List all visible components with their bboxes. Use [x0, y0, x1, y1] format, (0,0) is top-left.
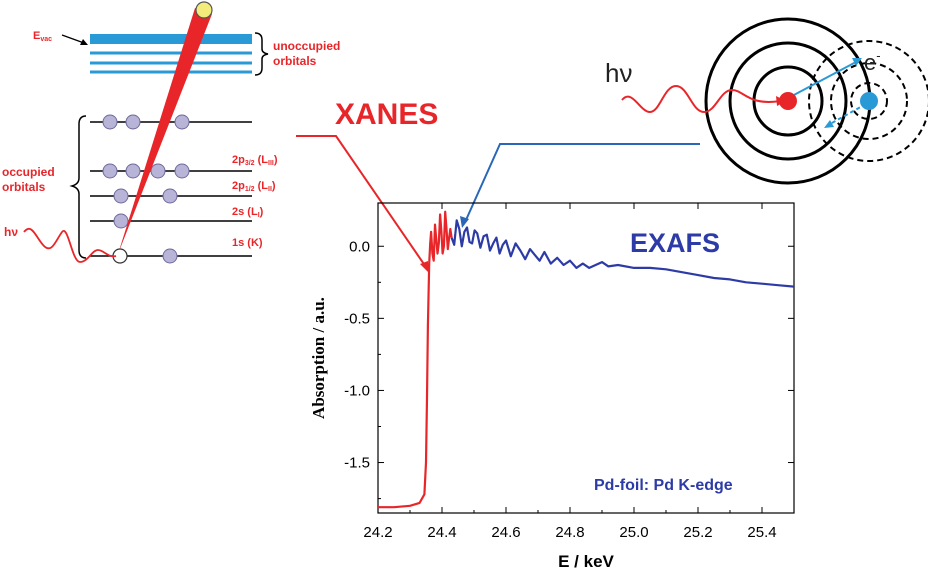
xanes-pointer-arrowhead — [420, 261, 430, 274]
y-tick-label: -0.5 — [344, 310, 370, 327]
occupied-label-line1: occupied — [2, 165, 55, 179]
photon-label-left: hν — [4, 225, 18, 239]
electron-dot — [162, 188, 178, 204]
xanes-series-line — [378, 210, 453, 509]
electron-dot — [162, 248, 178, 264]
electron-dot — [174, 114, 190, 130]
evac-arrow — [61, 34, 85, 44]
plot-frame — [377, 202, 795, 514]
x-tick-label: 25.0 — [619, 524, 648, 541]
unoccupied-label-line2: orbitals — [273, 54, 317, 68]
level-label-2p12: 2p1/2 (LII) — [232, 180, 276, 193]
photon-wave-left — [23, 227, 117, 263]
electron-dot — [150, 163, 166, 179]
backscatter-arrow — [829, 103, 867, 125]
electron-dot — [102, 114, 118, 130]
electron-dot — [102, 163, 118, 179]
excitation-path — [118, 8, 212, 254]
tick-labels: 24.2 24.4 24.6 24.8 25.0 25.2 25.4 0.0 -0.5 -1.0 -… — [344, 238, 776, 541]
x-tick-label: 24.2 — [363, 524, 392, 541]
y-axis-title: Absorption / a.u. — [309, 297, 328, 419]
absorber-shell — [728, 41, 848, 161]
x-axis-title: E / keV — [558, 552, 614, 571]
atom-scattering-diagram: hν e- — [605, 17, 928, 185]
scatterer-shell — [808, 40, 928, 162]
electron-dot — [113, 213, 129, 229]
xanes-label: XANES — [335, 98, 438, 131]
exafs-label: EXAFS — [630, 228, 720, 258]
photon-arrowhead-right — [776, 96, 786, 106]
x-tick-label: 24.8 — [555, 524, 584, 541]
occupied-label-line2: orbitals — [2, 180, 46, 194]
xanes-pointer-line — [296, 135, 429, 271]
sample-annotation: Pd-foil: Pd K-edge — [594, 477, 733, 494]
energy-level-diagram: Evac unoccupied orbitals — [2, 1, 340, 264]
level-label-2p32: 2p3/2 (LIII) — [232, 154, 278, 167]
outgoing-wave-arrow — [791, 61, 857, 97]
level-label-1s: 1s (K) — [232, 237, 263, 249]
electron-dots — [102, 114, 190, 264]
absorber-atom — [779, 92, 797, 110]
y-tick-label: 0.0 — [349, 238, 370, 255]
x-tick-label: 25.4 — [747, 524, 776, 541]
y-tick-label: -1.0 — [344, 382, 370, 399]
level-label-2s: 2s (LI) — [232, 206, 264, 219]
scatterer-shell — [850, 82, 888, 120]
x-tick-label: 24.4 — [427, 524, 456, 541]
scatterer-shell — [830, 62, 908, 140]
unoccupied-label-line1: unoccupied — [273, 39, 340, 53]
evac-label: Evac — [33, 30, 52, 43]
photoelectron — [195, 1, 213, 19]
absorption-chart: 24.2 24.4 24.6 24.8 25.0 25.2 25.4 0.0 -0.5 -1.0 -… — [309, 202, 795, 571]
electron-dot — [174, 163, 190, 179]
exafs-pointer-arrowhead — [460, 216, 469, 228]
exafs-pointer-line — [465, 143, 700, 221]
photon-label-right: hν — [605, 58, 632, 88]
occupied-brace — [69, 115, 87, 259]
electron-dot — [113, 188, 129, 204]
axis-ticks — [377, 203, 794, 513]
electron-dot — [125, 114, 141, 130]
evac-arrowhead — [80, 39, 88, 45]
vacuum-continuum-band — [90, 34, 252, 44]
absorber-shell — [752, 65, 824, 137]
unoccupied-brace — [254, 32, 269, 76]
backscatter-arrowhead — [824, 120, 834, 128]
electron-label: e- — [864, 48, 881, 75]
photon-wave-right — [621, 84, 781, 114]
outgoing-wave-arrowhead — [852, 58, 862, 66]
x-tick-label: 25.2 — [683, 524, 712, 541]
exafs-series-line — [450, 219, 795, 288]
y-tick-label: -1.5 — [344, 455, 370, 472]
series-group — [378, 210, 795, 509]
x-tick-label: 24.6 — [491, 524, 520, 541]
scatterer-atom — [860, 92, 878, 110]
electron-dot — [125, 163, 141, 179]
